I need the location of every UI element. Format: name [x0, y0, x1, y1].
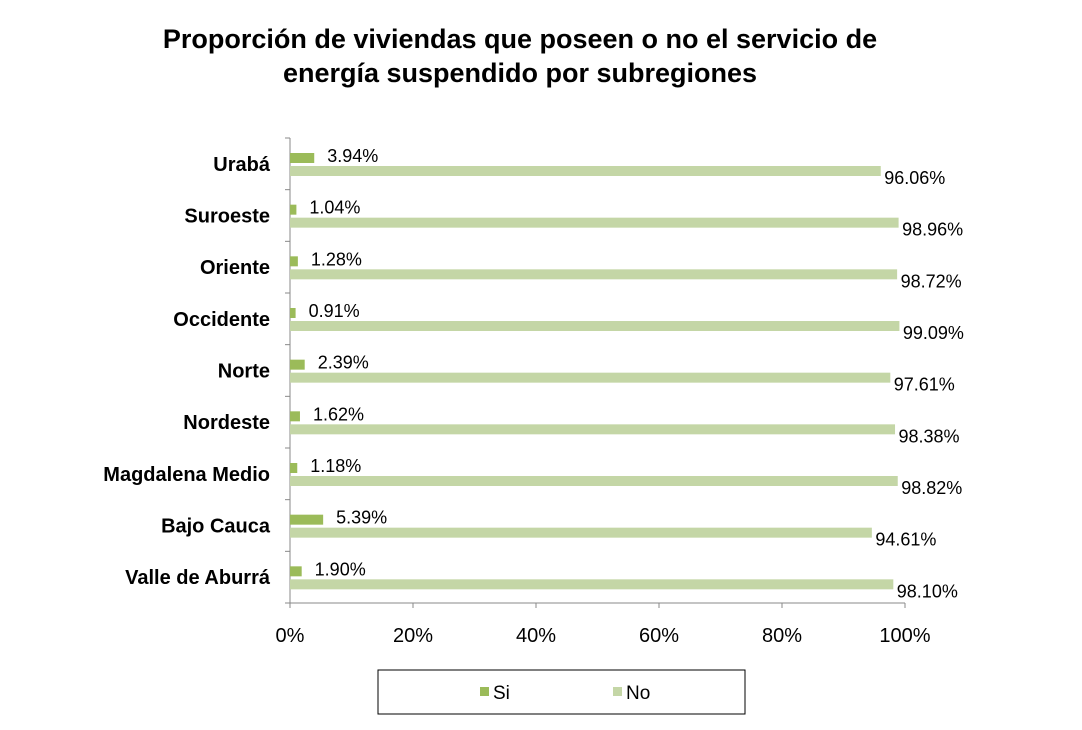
data-label-no: 94.61% — [875, 530, 936, 550]
x-tick-label: 80% — [762, 625, 802, 647]
data-label-si: 1.28% — [311, 249, 362, 269]
category-label: Oriente — [200, 257, 270, 279]
x-tick-label: 40% — [516, 625, 556, 647]
x-tick-label: 60% — [639, 625, 679, 647]
category-label: Valle de Aburrá — [125, 567, 271, 589]
data-label-no: 98.10% — [897, 581, 958, 601]
chart-title: Proporción de viviendas que poseen o no … — [80, 22, 960, 90]
data-label-si: 1.90% — [315, 559, 366, 579]
bar-si — [290, 566, 302, 577]
bar-no — [290, 269, 898, 280]
data-label-si: 2.39% — [318, 353, 369, 373]
bar-no — [290, 166, 881, 176]
category-label: Magdalena Medio — [103, 464, 270, 486]
data-label-no: 97.61% — [894, 375, 955, 395]
bar-no — [290, 424, 896, 435]
data-label-si: 0.91% — [309, 301, 360, 321]
legend-swatch-si — [480, 687, 489, 696]
bar-si — [290, 204, 297, 215]
bar-no — [290, 579, 894, 590]
legend-label-no: No — [626, 683, 650, 704]
x-tick-label: 20% — [393, 625, 433, 647]
data-label-si: 1.18% — [310, 456, 361, 476]
bar-no — [290, 527, 872, 538]
data-label-no: 98.82% — [901, 478, 962, 498]
bar-no — [290, 476, 898, 486]
category-label: Occidente — [173, 309, 270, 331]
x-tick-label: 100% — [879, 625, 930, 647]
bar-si — [290, 256, 298, 267]
category-label: Bajo Cauca — [161, 516, 271, 538]
legend-box — [377, 669, 746, 715]
bar-si — [290, 514, 324, 525]
legend-label-si: Si — [493, 683, 510, 704]
category-label: Suroeste — [184, 206, 270, 228]
chart-title-line-1: Proporción de viviendas que poseen o no … — [162, 24, 878, 54]
bar-no — [290, 217, 899, 228]
data-label-no: 98.38% — [899, 426, 960, 446]
data-label-si: 1.04% — [309, 198, 360, 218]
bar-si — [290, 463, 298, 473]
data-label-no: 96.06% — [884, 168, 945, 188]
data-label-si: 3.94% — [327, 146, 378, 166]
x-tick-label: 0% — [276, 625, 305, 647]
category-label: Nordeste — [183, 412, 270, 434]
bar-si — [290, 308, 296, 318]
data-label-no: 99.09% — [903, 323, 964, 343]
data-label-no: 98.96% — [902, 220, 963, 240]
bar-si — [290, 359, 305, 370]
bar-no — [290, 372, 891, 383]
category-label: Urabá — [213, 154, 271, 176]
bar-si — [290, 411, 300, 422]
bar-no — [290, 321, 900, 331]
data-label-si: 1.62% — [313, 404, 364, 424]
chart-title-line-2: energía suspendido por subregiones — [282, 58, 758, 88]
data-label-no: 98.72% — [901, 271, 962, 291]
data-label-si: 5.39% — [336, 508, 387, 528]
category-label: Norte — [218, 361, 270, 383]
bar-si — [290, 153, 315, 163]
legend-swatch-no — [613, 687, 622, 696]
